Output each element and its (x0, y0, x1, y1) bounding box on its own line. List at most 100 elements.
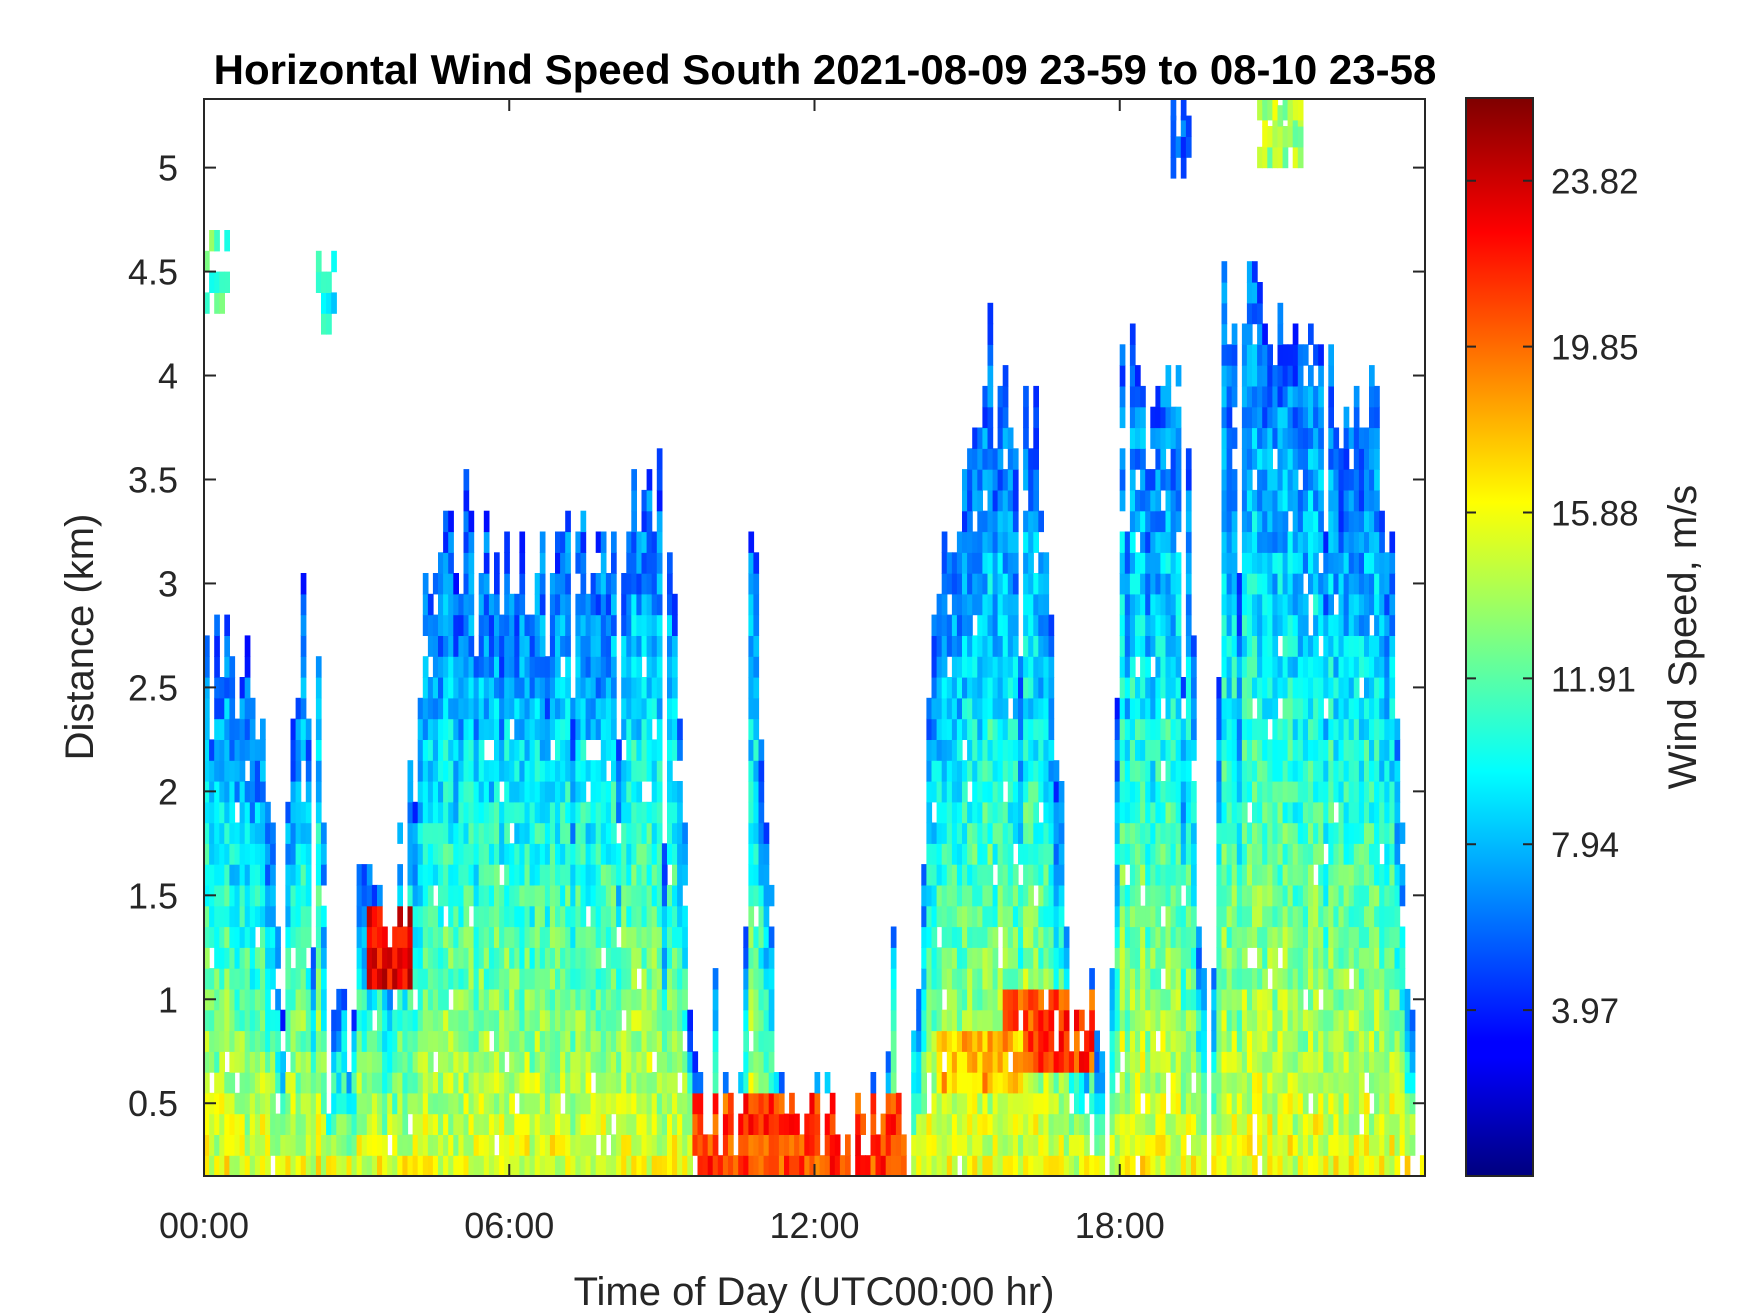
heatmap-cell (254, 822, 261, 844)
heatmap-cell (1140, 697, 1146, 720)
heatmap-cell (611, 1051, 617, 1073)
heatmap-cell (488, 1009, 495, 1032)
heatmap-cell (1007, 427, 1014, 449)
heatmap-cell (677, 884, 683, 907)
heatmap-cell (1135, 406, 1141, 429)
heatmap-cell (1028, 739, 1034, 761)
heatmap-cell (946, 718, 953, 740)
heatmap-cell (1333, 718, 1340, 740)
heatmap-cell (438, 1051, 444, 1073)
heatmap-cell (315, 1155, 322, 1177)
heatmap-cell (977, 697, 983, 720)
heatmap-cell (1282, 1113, 1289, 1135)
heatmap-cell (1165, 718, 1172, 740)
heatmap-cell (1053, 926, 1060, 948)
heatmap-cell (458, 864, 465, 886)
heatmap-cell (1175, 1155, 1182, 1177)
heatmap-cell (539, 1092, 546, 1115)
heatmap-cell (1033, 968, 1039, 990)
heatmap-cell (412, 968, 419, 990)
heatmap-cell (631, 1072, 637, 1094)
heatmap-cell (224, 822, 230, 844)
heatmap-cell (656, 947, 663, 969)
heatmap-cell (519, 926, 526, 948)
heatmap-cell (417, 1051, 424, 1073)
heatmap-cell (885, 1072, 892, 1094)
heatmap-cell (1185, 489, 1192, 512)
heatmap-cell (1338, 1030, 1345, 1052)
heatmap-cell (1226, 635, 1233, 657)
heatmap-cell (1262, 739, 1268, 761)
heatmap-cell (611, 614, 617, 636)
heatmap-cell (560, 781, 566, 803)
heatmap-cell (438, 677, 444, 699)
heatmap-cell (1221, 406, 1228, 429)
heatmap-cell (509, 1051, 515, 1073)
heatmap-cell (672, 781, 678, 803)
heatmap-cell (931, 968, 938, 990)
heatmap-cell (941, 760, 948, 782)
heatmap-cell (488, 697, 495, 720)
heatmap-cell (1236, 1092, 1243, 1115)
heatmap-cell (234, 926, 241, 948)
heatmap-cell (738, 1072, 744, 1094)
heatmap-cell (544, 1030, 551, 1052)
heatmap-cell (539, 1072, 546, 1094)
heatmap-cell (1002, 385, 1009, 408)
heatmap-cell (1089, 1009, 1095, 1032)
heatmap-cell (438, 1030, 444, 1052)
heatmap-cell (468, 1155, 475, 1177)
heatmap-cell (941, 573, 948, 595)
heatmap-cell (494, 573, 500, 595)
heatmap-cell (1328, 656, 1334, 678)
heatmap-cell (611, 781, 617, 803)
heatmap-cell (555, 988, 561, 1011)
heatmap-cell (1246, 718, 1253, 740)
heatmap-cell (1185, 697, 1192, 720)
heatmap-cell (575, 1092, 582, 1115)
heatmap-cell (1267, 905, 1273, 928)
heatmap-cell (992, 1113, 999, 1135)
heatmap-cell (1155, 822, 1162, 844)
heatmap-cell (224, 968, 230, 990)
heatmap-cell (1124, 614, 1131, 636)
heatmap-cell (1272, 864, 1279, 886)
heatmap-cell (1333, 947, 1340, 969)
heatmap-cell (1292, 1155, 1299, 1177)
heatmap-cell (417, 884, 424, 907)
heatmap-cell (229, 1134, 236, 1156)
heatmap-cell (672, 635, 678, 657)
heatmap-cell (916, 988, 922, 1011)
heatmap-cell (768, 1092, 775, 1115)
heatmap-cell (977, 469, 983, 491)
heatmap-cell (458, 1092, 465, 1115)
heatmap-cell (1231, 469, 1238, 491)
heatmap-cell (895, 1092, 902, 1115)
heatmap-cell (1160, 635, 1167, 657)
heatmap-cell (626, 947, 632, 969)
heatmap-cell (753, 968, 760, 990)
heatmap-cell (1221, 781, 1228, 803)
heatmap-cell (616, 781, 622, 803)
heatmap-cell (1018, 1134, 1024, 1156)
heatmap-cell (310, 1113, 317, 1135)
heatmap-cell (677, 926, 683, 948)
heatmap-cell (962, 469, 968, 491)
heatmap-cell (1302, 864, 1309, 886)
heatmap-cell (1221, 801, 1228, 824)
heatmap-cell (483, 1030, 490, 1052)
heatmap-cell (290, 1113, 297, 1135)
heatmap-cell (285, 864, 292, 886)
heatmap-cell (1353, 614, 1360, 636)
heatmap-cell (1170, 552, 1177, 574)
heatmap-cell (962, 843, 968, 865)
heatmap-cell (1196, 988, 1202, 1011)
heatmap-cell (575, 718, 582, 740)
heatmap-cell (387, 1092, 393, 1115)
heatmap-cell (814, 1072, 821, 1094)
heatmap-cell (463, 1092, 470, 1115)
heatmap-cell (631, 697, 637, 720)
heatmap-cell (1287, 1072, 1294, 1094)
heatmap-cell (1308, 864, 1314, 886)
heatmap-cell (1007, 781, 1014, 803)
